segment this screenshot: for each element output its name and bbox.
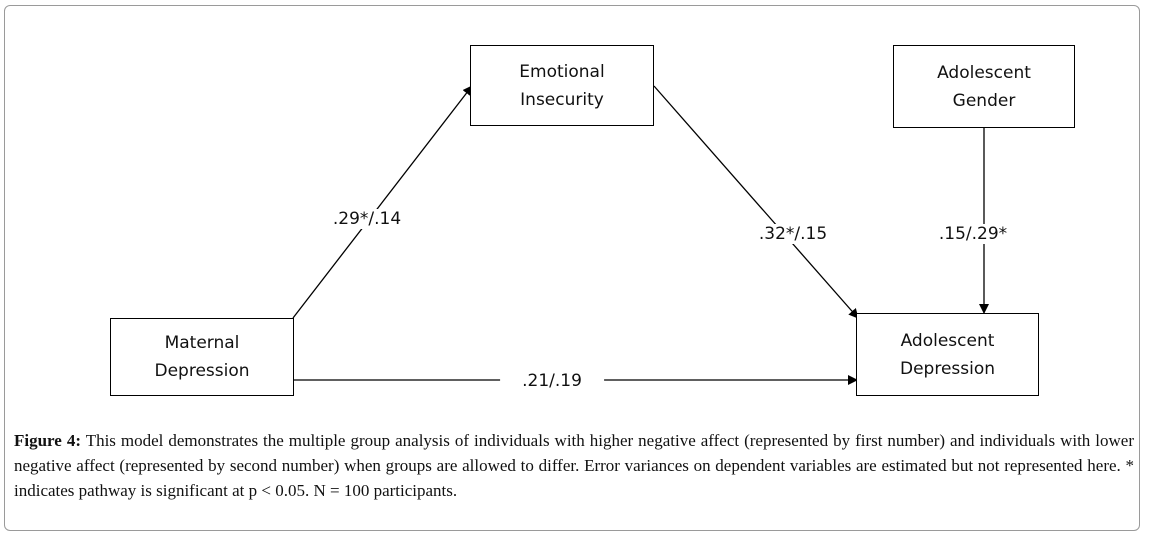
node-label-line: Gender: [952, 90, 1016, 111]
path-coefficient-emotional-adolescent: .32*/.15: [752, 224, 834, 244]
figure-caption: Figure 4: This model demonstrates the mu…: [14, 428, 1134, 503]
path-coefficient-maternal-adolescent: .21/.19: [500, 371, 604, 391]
node-adolescent-depression: Adolescent Depression: [856, 313, 1039, 396]
node-label-line: Depression: [154, 361, 250, 381]
caption-text: This model demonstrates the multiple gro…: [14, 431, 1134, 500]
arrow-maternal-to-emotional: [292, 85, 473, 319]
path-coefficient-maternal-emotional: .29*/.14: [326, 209, 408, 229]
path-coefficient-gender-adolescent: .15/.29*: [932, 224, 1014, 244]
figure-frame: [4, 5, 1140, 531]
node-label-line: Adolescent: [900, 330, 995, 351]
node-label-line: Depression: [899, 358, 996, 379]
caption-label: Figure 4:: [14, 431, 81, 450]
node-adolescent-gender: Adolescent Gender: [893, 45, 1075, 128]
node-maternal-depression: Maternal Depression: [110, 318, 294, 396]
node-label-line: Insecurity: [520, 89, 604, 110]
arrow-emotional-to-adolescent: [653, 85, 859, 319]
node-label-line: Maternal: [164, 333, 240, 353]
node-emotional-insecurity: Emotional Insecurity: [470, 45, 654, 126]
node-label-line: Emotional: [519, 61, 605, 82]
node-label-line: Adolescent: [937, 62, 1031, 83]
